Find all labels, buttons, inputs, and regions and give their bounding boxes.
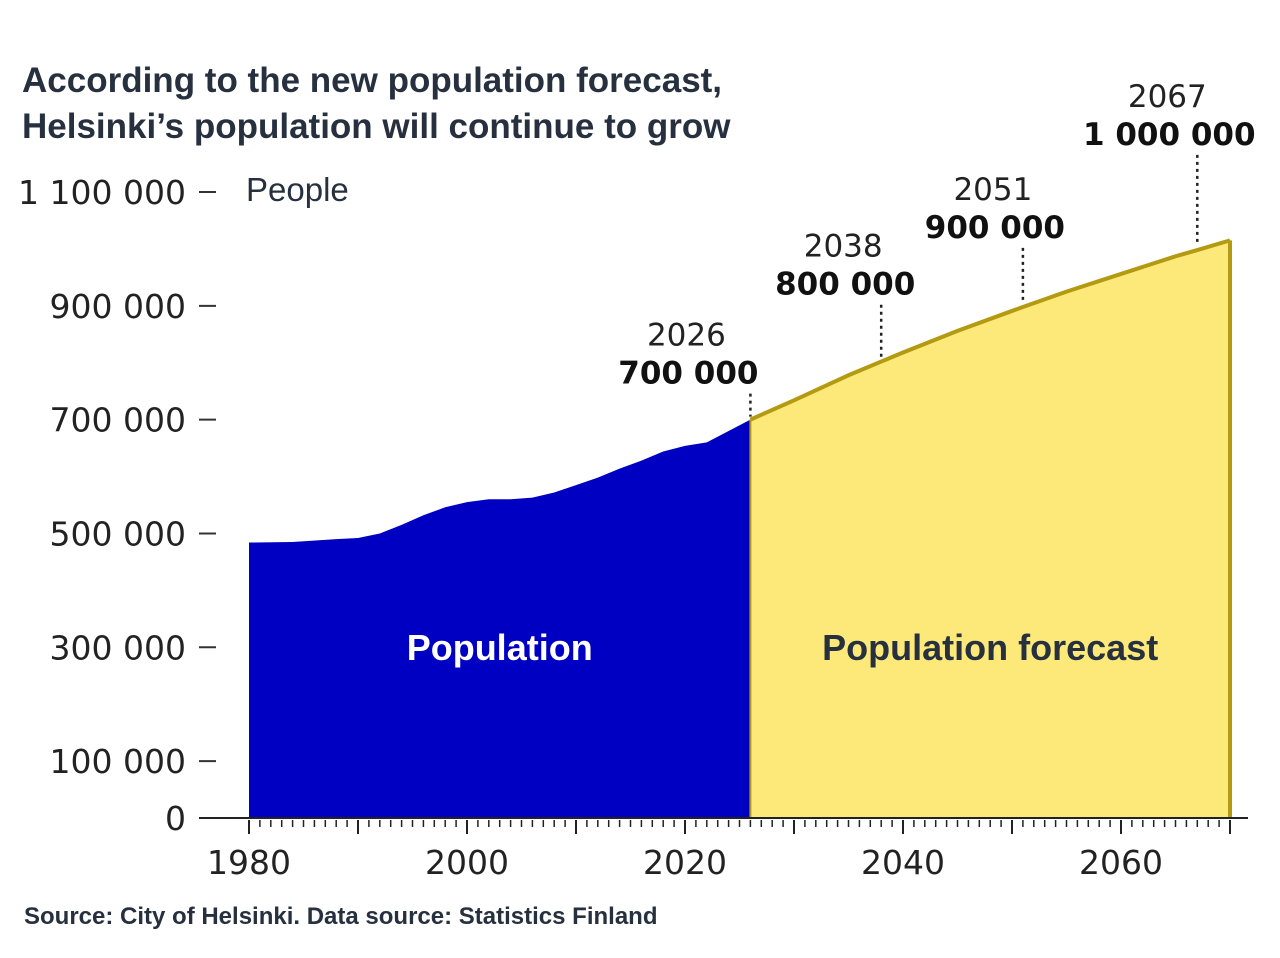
x-axis: 1980 2000 2020 2040 2060 [199, 817, 1248, 882]
population-area [249, 419, 751, 818]
forecast-area [750, 240, 1230, 818]
y-tick-label: 300 000 [50, 628, 186, 667]
x-tick-label: 2020 [643, 843, 727, 882]
chart-title: According to the new population forecast… [22, 58, 922, 150]
chart-title-line-1: According to the new population forecast… [22, 61, 723, 100]
y-tick-label: 100 000 [50, 742, 186, 781]
annotation-value: 900 000 [925, 210, 1065, 246]
y-axis-unit-label: People [246, 171, 349, 208]
population-area-label: Population [407, 627, 593, 668]
annotation-value: 800 000 [775, 267, 915, 303]
annotation-year: 2051 [953, 172, 1032, 208]
forecast-area-label: Population forecast [822, 627, 1158, 668]
annotation-year: 2026 [647, 318, 726, 354]
x-tick-label: 1980 [207, 843, 291, 882]
annotation-value: 700 000 [618, 356, 758, 392]
x-tick-label: 2060 [1079, 843, 1163, 882]
chart-areas [249, 238, 1232, 818]
annotation-year: 2038 [804, 229, 883, 265]
y-tick-label: 1 100 000 [18, 173, 186, 212]
area-labels: Population Population forecast [407, 627, 1159, 668]
annotation-value: 1 000 000 [1083, 117, 1256, 153]
y-tick-label: 900 000 [50, 287, 186, 326]
y-tick-label: 700 000 [50, 401, 186, 440]
y-tick-label: 0 [165, 799, 186, 838]
chart-title-line-2: Helsinki’s population will continue to g… [22, 107, 731, 146]
annotation-year: 2067 [1128, 79, 1207, 115]
y-axis: 0 100 000 300 000 500 000 700 000 900 000 1 10… [18, 171, 349, 838]
source-note: Source: City of Helsinki. Data source: S… [24, 903, 658, 930]
x-tick-label: 2000 [425, 843, 509, 882]
population-chart: 0 100 000 300 000 500 000 700 000 900 000 1 10… [18, 79, 1256, 882]
x-tick-label: 2040 [861, 843, 945, 882]
forecast-line [749, 238, 1231, 422]
y-tick-label: 500 000 [50, 514, 186, 553]
